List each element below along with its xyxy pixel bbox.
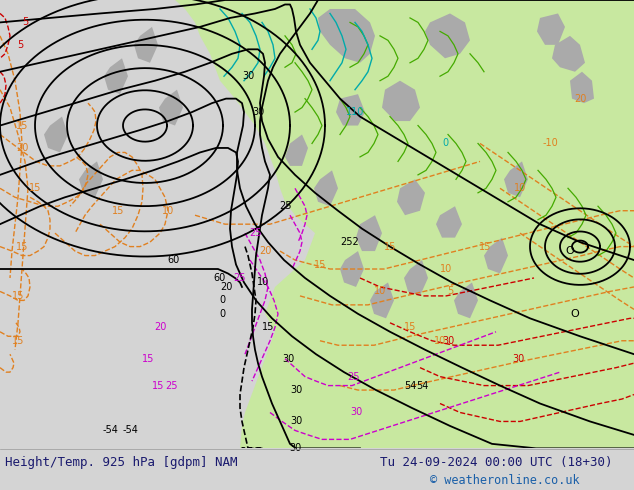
Polygon shape xyxy=(79,161,103,197)
Polygon shape xyxy=(397,179,425,215)
Polygon shape xyxy=(436,206,462,238)
Polygon shape xyxy=(44,117,68,152)
Text: 10: 10 xyxy=(374,287,386,296)
Polygon shape xyxy=(570,72,594,103)
Text: 5: 5 xyxy=(447,287,453,296)
Text: 5: 5 xyxy=(22,18,28,27)
Text: 15: 15 xyxy=(142,354,154,364)
Polygon shape xyxy=(552,36,585,72)
Text: 15: 15 xyxy=(29,183,41,194)
Polygon shape xyxy=(104,58,128,94)
Text: 0: 0 xyxy=(219,295,225,305)
Text: 10: 10 xyxy=(162,206,174,216)
Text: 60: 60 xyxy=(167,255,179,265)
Text: 15: 15 xyxy=(479,242,491,251)
Text: 25: 25 xyxy=(234,273,246,283)
Text: 15: 15 xyxy=(12,291,24,301)
Text: 20: 20 xyxy=(574,94,586,104)
Polygon shape xyxy=(159,90,183,125)
Polygon shape xyxy=(175,0,634,448)
Text: 15: 15 xyxy=(314,260,326,270)
Text: 252: 252 xyxy=(340,237,359,247)
Text: 15: 15 xyxy=(16,242,28,251)
Text: 30: 30 xyxy=(512,354,524,364)
Text: -54: -54 xyxy=(102,425,118,436)
Text: 15: 15 xyxy=(112,206,124,216)
Text: 0: 0 xyxy=(442,139,448,148)
Text: 20: 20 xyxy=(16,143,28,153)
Text: 30: 30 xyxy=(289,443,301,453)
Text: -54: -54 xyxy=(122,425,138,436)
Text: 20: 20 xyxy=(154,322,166,332)
Polygon shape xyxy=(382,81,420,121)
Text: 54: 54 xyxy=(416,381,428,391)
Text: 30: 30 xyxy=(290,416,302,426)
Polygon shape xyxy=(356,215,382,251)
Polygon shape xyxy=(134,27,158,63)
Text: 25: 25 xyxy=(279,201,291,211)
Polygon shape xyxy=(504,161,528,197)
Text: 15: 15 xyxy=(384,242,396,251)
Text: -10: -10 xyxy=(542,139,558,148)
Text: 15: 15 xyxy=(12,336,24,346)
Text: 30: 30 xyxy=(242,71,254,81)
Text: 20: 20 xyxy=(220,282,232,292)
Text: Tu 24-09-2024 00:00 UTC (18+30): Tu 24-09-2024 00:00 UTC (18+30) xyxy=(380,456,612,469)
Text: 10: 10 xyxy=(434,336,446,346)
Text: 54: 54 xyxy=(404,381,416,391)
Text: 10: 10 xyxy=(514,183,526,194)
Text: 30: 30 xyxy=(442,336,454,346)
Polygon shape xyxy=(537,13,565,45)
Text: 5: 5 xyxy=(17,40,23,50)
Text: 60: 60 xyxy=(214,273,226,283)
Text: O: O xyxy=(571,309,579,319)
Text: 30: 30 xyxy=(252,107,264,117)
Text: 25: 25 xyxy=(348,371,360,382)
Text: 15: 15 xyxy=(404,322,416,332)
Text: 25: 25 xyxy=(249,228,261,238)
Text: O: O xyxy=(566,246,574,256)
Text: 30: 30 xyxy=(350,408,362,417)
Text: 110: 110 xyxy=(346,107,364,117)
Text: 10: 10 xyxy=(257,277,269,288)
Text: Height/Temp. 925 hPa [gdpm] NAM: Height/Temp. 925 hPa [gdpm] NAM xyxy=(5,456,238,469)
Polygon shape xyxy=(454,282,478,318)
Text: 15: 15 xyxy=(16,121,28,130)
Text: 15: 15 xyxy=(152,381,164,391)
Text: 20: 20 xyxy=(259,246,271,256)
Text: 10: 10 xyxy=(440,264,452,274)
Polygon shape xyxy=(370,282,394,318)
Polygon shape xyxy=(314,171,338,206)
Text: 25: 25 xyxy=(165,381,178,391)
Polygon shape xyxy=(336,94,365,125)
Polygon shape xyxy=(285,134,308,166)
Polygon shape xyxy=(484,238,508,273)
Text: 15: 15 xyxy=(262,322,274,332)
Polygon shape xyxy=(318,9,375,63)
Text: © weatheronline.co.uk: © weatheronline.co.uk xyxy=(430,473,579,487)
Polygon shape xyxy=(425,13,470,58)
Polygon shape xyxy=(340,251,364,287)
Polygon shape xyxy=(404,260,428,296)
Text: 30: 30 xyxy=(282,354,294,364)
Text: 0: 0 xyxy=(219,309,225,319)
Text: 30: 30 xyxy=(290,385,302,395)
